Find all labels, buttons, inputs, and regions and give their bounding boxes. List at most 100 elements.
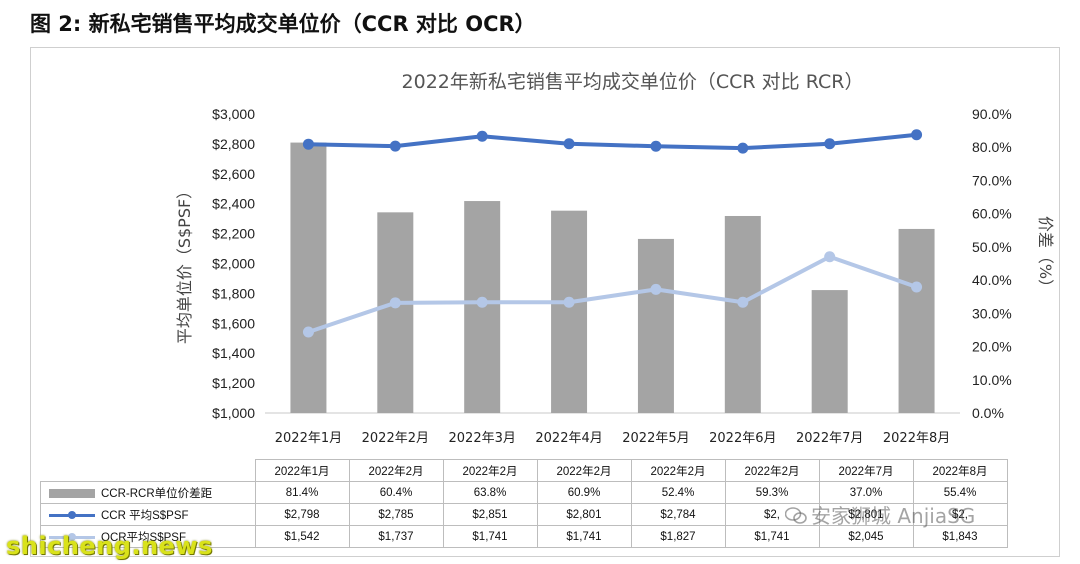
table-cell: $1,741 [442, 525, 538, 548]
ccr-point [650, 140, 662, 152]
category-label: 2022年5月 [622, 431, 689, 446]
wechat-watermark: 安家狮城 AnjiaSG [785, 500, 975, 529]
right-tick-label: 20.0% [972, 339, 1012, 355]
left-axis-title: 平均单位价（S$PSF） [175, 183, 194, 344]
table-cell: 60.9% [536, 481, 632, 504]
category-label: 2022年7月 [796, 431, 863, 446]
ocr-line [307, 254, 918, 334]
bar-gap [637, 238, 674, 413]
ccr-point [563, 138, 575, 150]
table-cell: $2,801 [536, 503, 632, 526]
bar-gap [551, 210, 588, 413]
left-tick-label: $1,400 [212, 345, 255, 361]
table-cell: $2,785 [348, 503, 444, 526]
left-tick-label: $2,400 [212, 196, 255, 212]
table-row: CCR 平均S$PSF $2,798 $2,785 $2,851 $2,801 … [40, 503, 1008, 526]
legend-gap-bar: CCR-RCR单位价差距 [40, 481, 256, 504]
ocr-point [563, 296, 575, 308]
right-tick-label: 40.0% [972, 272, 1012, 288]
ocr-point [911, 281, 923, 293]
category-label: 2022年1月 [275, 431, 342, 446]
ccr-point [302, 138, 314, 150]
ccr-point [476, 130, 488, 142]
right-tick-label: 30.0% [972, 305, 1012, 321]
right-axis-title: 价差（%） [1036, 216, 1055, 295]
line-swatch-icon [49, 532, 95, 542]
category-label: 2022年6月 [709, 431, 776, 446]
table-header: 2022年8月 [912, 459, 1008, 482]
legend-label: CCR-RCR单位价差距 [101, 487, 213, 500]
ocr-point [476, 296, 488, 308]
category-label: 2022年8月 [883, 431, 950, 446]
table-cell: 81.4% [254, 481, 350, 504]
left-tick-label: $1,600 [212, 315, 255, 331]
ocr-point [737, 296, 749, 308]
table-cell: $2,851 [442, 503, 538, 526]
bar-gap [290, 142, 327, 413]
bar-gap [898, 228, 935, 413]
data-table: 2022年1月 2022年2月 2022年2月 2022年2月 2022年2月 … [40, 459, 1008, 548]
chart-title: 2022年新私宅销售平均成交单位价（CCR 对比 RCR） [402, 71, 864, 93]
figure-title: 图 2: 新私宅销售平均成交单位价（CCR 对比 OCR） [30, 12, 536, 36]
line-swatch-icon [49, 510, 95, 520]
legend-ccr-line: CCR 平均S$PSF [40, 503, 256, 526]
ccr-line [308, 132, 917, 151]
ocr-point [302, 326, 314, 338]
right-tick-label: 70.0% [972, 172, 1012, 188]
table-cell: $1,737 [348, 525, 444, 548]
ccr-point [824, 138, 836, 150]
table-cell: $2,798 [254, 503, 350, 526]
table-header-row: 2022年1月 2022年2月 2022年2月 2022年2月 2022年2月 … [40, 459, 1008, 482]
table-header: 2022年2月 [536, 459, 632, 482]
table-row: CCR-RCR单位价差距 81.4% 60.4% 63.8% 60.9% 52.… [40, 481, 1008, 504]
right-tick-label: 10.0% [972, 372, 1012, 388]
left-tick-label: $1,000 [212, 405, 255, 421]
table-cell: 63.8% [442, 481, 538, 504]
category-label: 2022年4月 [535, 431, 602, 446]
bar-gap [811, 290, 848, 413]
ccr-point [389, 140, 401, 152]
wechat-icon [785, 507, 807, 524]
right-tick-label: 80.0% [972, 139, 1012, 155]
table-header: 2022年2月 [630, 459, 726, 482]
table-cell: $2,784 [630, 503, 726, 526]
table-header: 2022年2月 [348, 459, 444, 482]
table-cell: $1,741 [536, 525, 632, 548]
category-label: 2022年3月 [449, 431, 516, 446]
ocr-point [389, 297, 401, 309]
category-label: 2022年2月 [362, 431, 429, 446]
ccr-point [911, 129, 923, 141]
table-header: 2022年2月 [442, 459, 538, 482]
table-header: 2022年2月 [724, 459, 820, 482]
ocr-point [650, 283, 662, 295]
legend-label: OCR平均S$PSF [101, 531, 186, 544]
left-tick-label: $2,600 [212, 166, 255, 182]
table-cell: $1,741 [724, 525, 820, 548]
left-tick-label: $2,000 [212, 256, 255, 272]
table-cell: 52.4% [630, 481, 726, 504]
right-tick-label: 0.0% [972, 405, 1004, 421]
right-tick-label: 60.0% [972, 206, 1012, 222]
ccr-point [737, 142, 749, 154]
table-row: OCR平均S$PSF $1,542 $1,737 $1,741 $1,741 $… [40, 525, 1008, 548]
wechat-watermark-text: 安家狮城 AnjiaSG [811, 504, 976, 528]
right-tick-label: 90.0% [972, 106, 1012, 122]
left-tick-label: $3,000 [212, 106, 255, 122]
left-tick-label: $1,800 [212, 285, 255, 301]
table-header: 2022年1月 [254, 459, 350, 482]
bar-gap [724, 215, 761, 413]
table-cell: $1,827 [630, 525, 726, 548]
bar-swatch-icon [49, 488, 95, 498]
legend-label: CCR 平均S$PSF [101, 509, 189, 522]
table-header: 2022年7月 [818, 459, 914, 482]
table-cell: 60.4% [348, 481, 444, 504]
left-tick-label: $2,200 [212, 226, 255, 242]
left-tick-label: $1,200 [212, 375, 255, 391]
table-corner [40, 459, 256, 482]
left-tick-label: $2,800 [212, 136, 255, 152]
legend-ocr-line: OCR平均S$PSF [40, 525, 256, 548]
right-tick-label: 50.0% [972, 239, 1012, 255]
table-cell: $1,843 [912, 525, 1008, 548]
ocr-point [824, 251, 836, 263]
